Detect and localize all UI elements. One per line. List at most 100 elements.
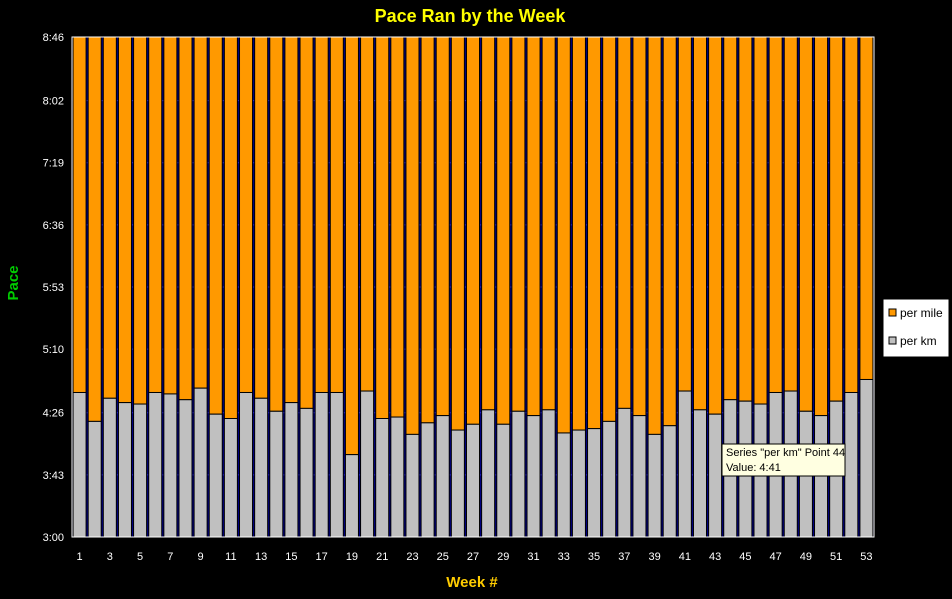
x-tick-label: 11 (225, 551, 236, 563)
x-tick-label: 41 (679, 551, 691, 563)
bar-per-mile (783, 36, 798, 392)
bar-per-mile (102, 36, 117, 399)
x-tick-label: 33 (558, 551, 570, 563)
x-tick-label: 1 (77, 551, 83, 563)
bar-per-km (662, 425, 677, 538)
bar-per-mile (541, 36, 556, 411)
bar-per-km (677, 390, 692, 538)
bar-per-km (692, 409, 707, 538)
bar-per-mile (798, 36, 813, 412)
bar-per-mile (117, 36, 132, 404)
tooltip-box (721, 443, 846, 477)
bar-per-mile (133, 36, 148, 405)
bar-per-km (405, 433, 420, 538)
legend: per mile per km (882, 298, 950, 358)
bar-per-mile (481, 36, 496, 411)
x-tick-label: 3 (107, 551, 113, 563)
legend-label-per-mile: per mile (900, 306, 943, 320)
bar-per-mile (193, 36, 208, 389)
x-tick-label: 43 (709, 551, 721, 563)
plot-border (71, 36, 875, 538)
bar-per-km (87, 420, 102, 538)
bar-per-km (178, 399, 193, 538)
y-tick-label: 8:02 (43, 96, 64, 108)
chart-title: Pace Ran by the Week (375, 6, 567, 26)
y-axis-title: Pace (5, 265, 22, 300)
x-tick-label: 21 (376, 551, 388, 563)
bar-per-km (602, 420, 617, 538)
bar-per-km (632, 415, 647, 538)
bar-per-km (133, 403, 148, 538)
bar-per-mile (571, 36, 586, 431)
x-tick-label: 17 (316, 551, 328, 563)
bar-per-km (360, 390, 375, 538)
bar-per-mile (254, 36, 269, 399)
legend-swatch-per-mile (888, 308, 897, 317)
x-tick-label: 5 (137, 551, 143, 563)
bar-per-mile (360, 36, 375, 392)
bar-per-km (526, 415, 541, 538)
x-tick-label: 7 (167, 551, 173, 563)
bar-per-mile (602, 36, 617, 422)
tooltip-line-1: Series "per km" Point 44 (726, 447, 845, 459)
bar-per-mile (223, 36, 238, 420)
x-tick-label: 51 (830, 551, 842, 563)
x-tick-label: 27 (467, 551, 479, 563)
bar-per-km (208, 413, 223, 538)
bar-per-km (117, 402, 132, 538)
x-tick-label: 45 (739, 551, 751, 563)
bar-per-km (647, 433, 662, 538)
bar-per-km (299, 407, 314, 538)
legend-swatch-per-km (888, 336, 897, 345)
bar-per-mile (723, 36, 738, 401)
bar-per-mile (465, 36, 481, 425)
bar-per-km (193, 387, 208, 538)
bar-per-km (420, 422, 435, 538)
bar-per-mile (617, 36, 632, 409)
bar-per-mile (344, 36, 359, 456)
bar-per-mile (738, 36, 753, 402)
bar-per-mile (677, 36, 692, 392)
bar-per-km (465, 423, 481, 538)
x-tick-label: 53 (860, 551, 872, 563)
y-tick-label: 5:10 (43, 344, 64, 356)
y-tick-label: 7:19 (43, 158, 64, 170)
bar-per-km (344, 454, 359, 538)
y-axis-ticks: 3:00 3:43 4:26 5:10 5:53 6:36 7:19 8:02 8:46 (43, 32, 64, 544)
bar-per-mile (269, 36, 284, 412)
bar-per-mile (163, 36, 178, 395)
bar-per-km (284, 402, 299, 538)
bar-per-mile (284, 36, 299, 404)
bar-per-mile (844, 36, 859, 393)
bar-per-mile (329, 36, 344, 393)
bar-per-km (254, 397, 269, 538)
bar-per-mile (178, 36, 193, 401)
bar-per-km (859, 378, 874, 538)
bar-per-mile (632, 36, 647, 417)
bar-per-mile (239, 36, 254, 393)
bar-per-mile (768, 36, 783, 393)
bar-per-km (314, 391, 329, 538)
x-axis-ticks: 1 3 5 7 9 11 13 15 17 19 21 23 25 27 29 31 33 35 37 39 41 43 4… (77, 551, 873, 563)
bar-per-km (496, 423, 511, 538)
bar-per-mile (208, 36, 223, 415)
bar-per-mile (859, 36, 874, 380)
bar-per-km (450, 429, 465, 538)
x-axis-title: Week # (446, 574, 498, 591)
bar-per-mile (420, 36, 435, 424)
x-tick-label: 49 (800, 551, 812, 563)
bar-per-mile (450, 36, 465, 431)
x-tick-label: 13 (255, 551, 267, 563)
x-tick-label: 35 (588, 551, 600, 563)
x-tick-label: 23 (406, 551, 418, 563)
bar-per-mile (587, 36, 602, 430)
bar-per-mile (496, 36, 511, 425)
bar-per-mile (511, 36, 526, 412)
bar-per-mile (526, 36, 541, 417)
bar-per-km (844, 391, 859, 538)
legend-label-per-km: per km (900, 334, 937, 348)
bar-per-mile (662, 36, 677, 427)
bar-per-km (163, 393, 178, 538)
x-tick-label: 39 (648, 551, 660, 563)
y-tick-label: 6:36 (43, 220, 64, 232)
